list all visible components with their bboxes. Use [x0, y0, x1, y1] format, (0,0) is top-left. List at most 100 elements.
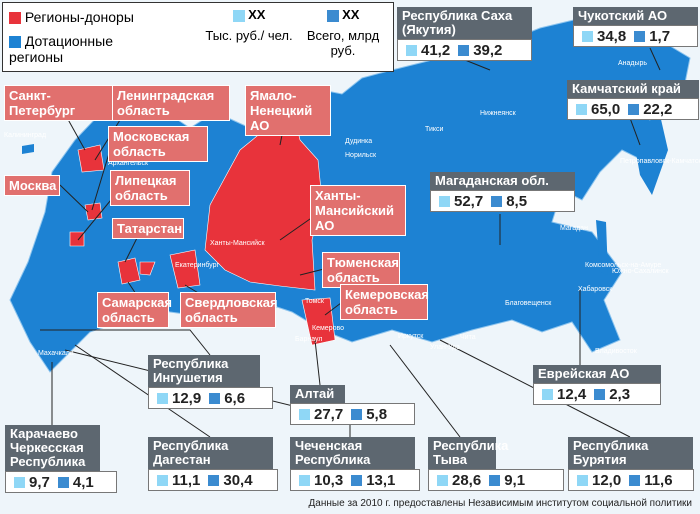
callout: Чеченская Республика 10,3 13,1: [290, 437, 420, 491]
total-value: 6,6: [224, 389, 246, 407]
legend-label: Всего, млрд руб.: [306, 28, 380, 58]
swatch: [209, 392, 221, 404]
per-capita-value: 9,7: [29, 473, 50, 491]
callout-title: Еврейская АО: [533, 365, 661, 383]
swatch: [299, 474, 310, 486]
city-label: Комсомольск-на-Амуре: [585, 262, 662, 269]
total-value: 9,1: [504, 471, 526, 489]
callout-values: 52,7 8,5: [430, 190, 575, 212]
city-label: Екатеринбург: [175, 262, 220, 269]
per-capita-value: 27,7: [314, 405, 344, 423]
swatch: [9, 36, 21, 49]
swatch: [576, 103, 587, 115]
callout-title: Чеченская Республика: [290, 437, 415, 469]
city-label: Петропавловск-Камчатский: [620, 158, 700, 165]
legend-symbol: XX: [342, 7, 360, 22]
callout-title: Республика Бурятия: [568, 437, 693, 469]
donor-label: Москва: [4, 175, 60, 196]
swatch: [491, 195, 503, 207]
region: [301, 297, 336, 346]
callout: Республика Дагестан 11,1 30,4: [148, 437, 278, 491]
per-capita-value: 28,6: [452, 471, 482, 489]
donor-label: Самарская область: [97, 292, 172, 328]
city-label: Барнаул: [295, 336, 323, 343]
per-capita-value: 52,7: [454, 192, 484, 210]
callout-values: 12,9 6,6: [148, 387, 273, 409]
swatch: [542, 388, 553, 400]
swatch: [14, 476, 25, 488]
swatch: [351, 474, 363, 486]
city-label: Томск: [305, 298, 324, 305]
sakhalin: [596, 220, 608, 275]
callout-values: 27,7 5,8: [290, 403, 415, 425]
swatch: [582, 30, 593, 42]
callout-title: Республика Ингушетия: [148, 355, 260, 387]
city-label: Иркутск: [398, 333, 424, 340]
city-label: Кемерово: [312, 325, 344, 332]
total-value: 2,3: [609, 385, 631, 403]
city-label: Хабаровск: [578, 286, 613, 293]
callout: Республика Саха (Якутия) 41,2 39,2: [397, 7, 532, 61]
total-value: 30,4: [223, 471, 253, 489]
callout-title: Карачаево Черкесская Республика: [5, 425, 100, 471]
per-capita-value: 11,1: [172, 471, 201, 489]
city-label: Улан-Удэ: [430, 344, 460, 351]
callout-values: 65,0 22,2: [567, 98, 699, 120]
legend-item: XX Всего, млрд руб.: [295, 7, 391, 58]
donor-label: Липецкая область: [110, 170, 190, 206]
swatch: [208, 474, 220, 486]
legend: Регионы-доноры Дотационные регионы XX Тыс…: [2, 2, 394, 72]
city-label: Тикси: [425, 126, 444, 133]
callout: Республика Бурятия 12,0 11,6: [568, 437, 694, 491]
swatch: [9, 12, 21, 25]
donor-label: Ямало- Ненецкий АО: [245, 85, 331, 136]
legend-label: Регионы-доноры: [24, 9, 134, 25]
city-label: Владивосток: [595, 348, 637, 355]
city-label: Благовещенск: [505, 300, 552, 307]
total-value: 39,2: [473, 41, 503, 59]
swatch: [57, 476, 69, 488]
donor-label: Ленинградская область: [112, 85, 230, 121]
swatch: [299, 408, 310, 420]
footnote: Данные за 2010 г. предоставлены Независи…: [308, 498, 692, 509]
callout-values: 28,6 9,1: [428, 469, 564, 491]
city-label: Чита: [460, 334, 476, 341]
callout-title: Республика Тыва: [428, 437, 508, 469]
city-label: Калининград: [4, 132, 47, 139]
callout-values: 11,1 30,4: [148, 469, 278, 491]
callout-title: Алтай: [290, 385, 345, 403]
callout: Чукотский АО 34,8 1,7: [573, 7, 698, 47]
callout-values: 12,4 2,3: [533, 383, 661, 405]
city-label: Анадырь: [618, 60, 648, 67]
callout-values: 41,2 39,2: [397, 39, 532, 61]
swatch: [628, 103, 640, 115]
legend-symbol: XX: [248, 7, 266, 22]
callout-title: Магаданская обл.: [430, 172, 575, 190]
city-label: Нижнеянск: [480, 110, 516, 117]
callout-title: Камчатский край: [567, 80, 699, 98]
legend-label: Дотационные регионы: [9, 33, 113, 65]
city-label: Архангельск: [108, 160, 149, 167]
region: [69, 231, 85, 247]
swatch: [326, 9, 339, 22]
callout: Республика Тыва 28,6 9,1: [428, 437, 564, 491]
swatch: [634, 30, 646, 42]
swatch: [439, 195, 450, 207]
callout: Алтай 27,7 5,8: [290, 385, 415, 425]
callout-values: 9,7 4,1: [5, 471, 117, 493]
region: [77, 144, 105, 173]
swatch: [406, 44, 417, 56]
city-label: Норильск: [345, 152, 377, 159]
donor-label: Московская область: [108, 126, 208, 162]
callout-values: 34,8 1,7: [573, 25, 698, 47]
donor-regions: [69, 109, 336, 346]
callout-values: 12,0 11,6: [568, 469, 694, 491]
swatch: [232, 9, 245, 22]
callout-values: 10,3 13,1: [290, 469, 420, 491]
donor-label: Кемеровская область: [340, 284, 429, 320]
swatch: [489, 474, 501, 486]
legend-label: Тыс. руб./ чел.: [205, 28, 293, 43]
swatch: [594, 388, 606, 400]
callout-title: Республика Саха (Якутия): [397, 7, 532, 39]
